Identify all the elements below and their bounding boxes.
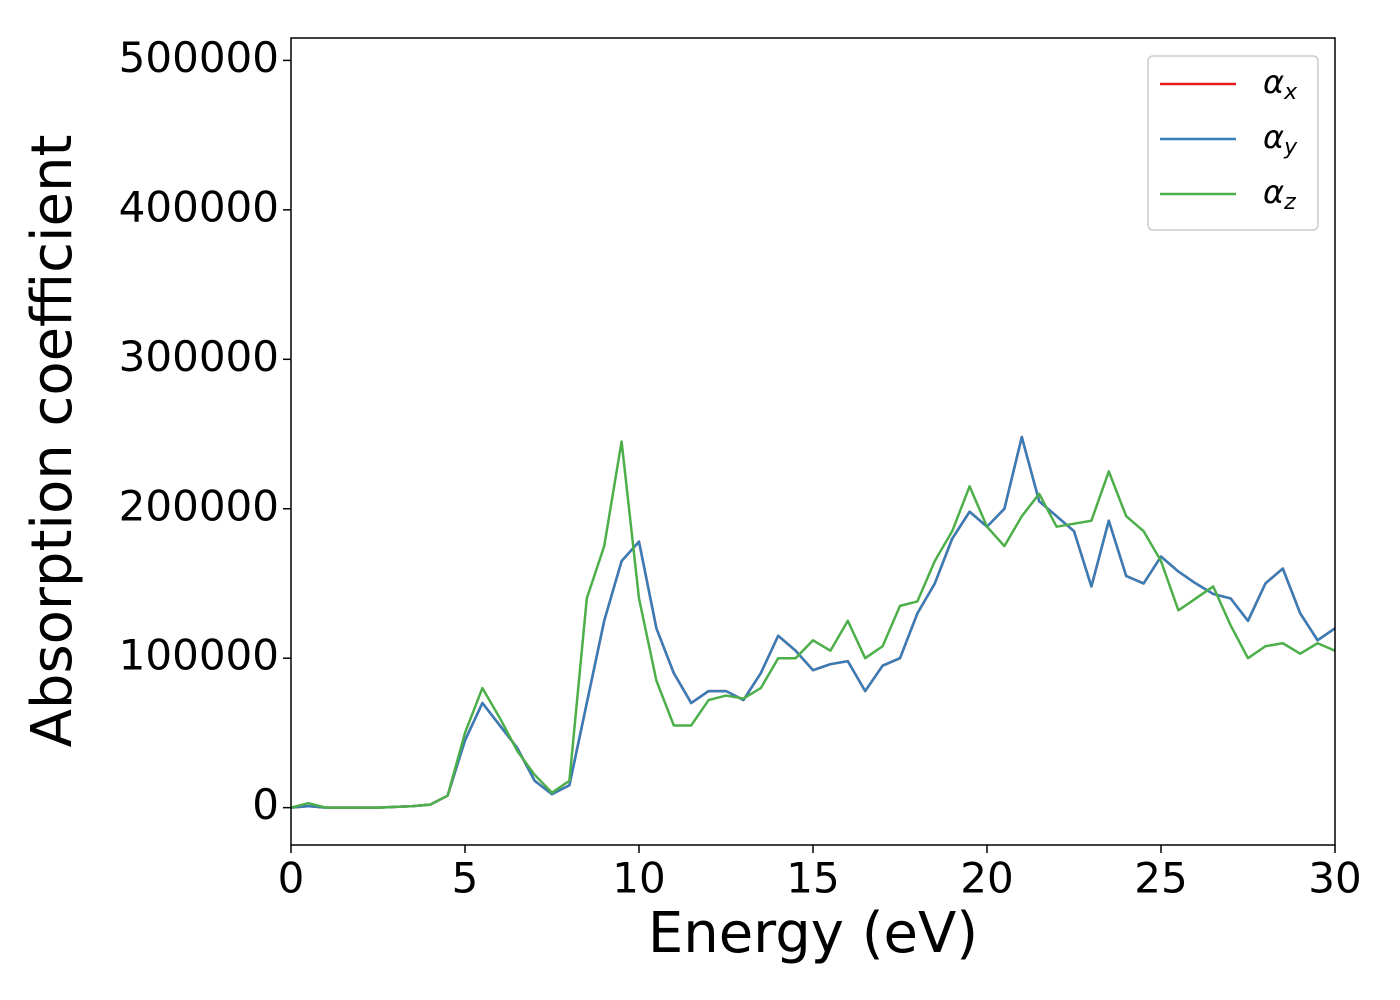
y-tick-label: 400000 [119, 182, 279, 231]
y-tick-label: 100000 [119, 631, 279, 680]
legend-label: αx [1263, 63, 1298, 105]
y-tick-label: 200000 [119, 481, 279, 530]
x-tick-label: 20 [960, 854, 1013, 903]
x-tick-label: 10 [612, 854, 665, 903]
x-tick-label: 15 [786, 854, 839, 903]
y-tick-label: 500000 [119, 33, 279, 82]
x-tick-label: 0 [278, 854, 305, 903]
legend-label: αy [1263, 118, 1298, 160]
x-tick-label: 30 [1308, 854, 1361, 903]
data-line [290, 435, 1336, 809]
y-tick-label: 0 [252, 780, 279, 829]
plot-frame [290, 37, 1336, 846]
legend-label: αz [1263, 173, 1296, 215]
x-axis-label: Energy (eV) [648, 901, 978, 966]
legend-box [1147, 55, 1319, 231]
data-line [290, 435, 1336, 809]
x-tick-label: 5 [452, 854, 479, 903]
data-line [290, 440, 1336, 809]
x-tick-label: 25 [1134, 854, 1187, 903]
y-axis-label: Absorption coefficient [20, 135, 85, 748]
y-tick-label: 300000 [119, 332, 279, 381]
